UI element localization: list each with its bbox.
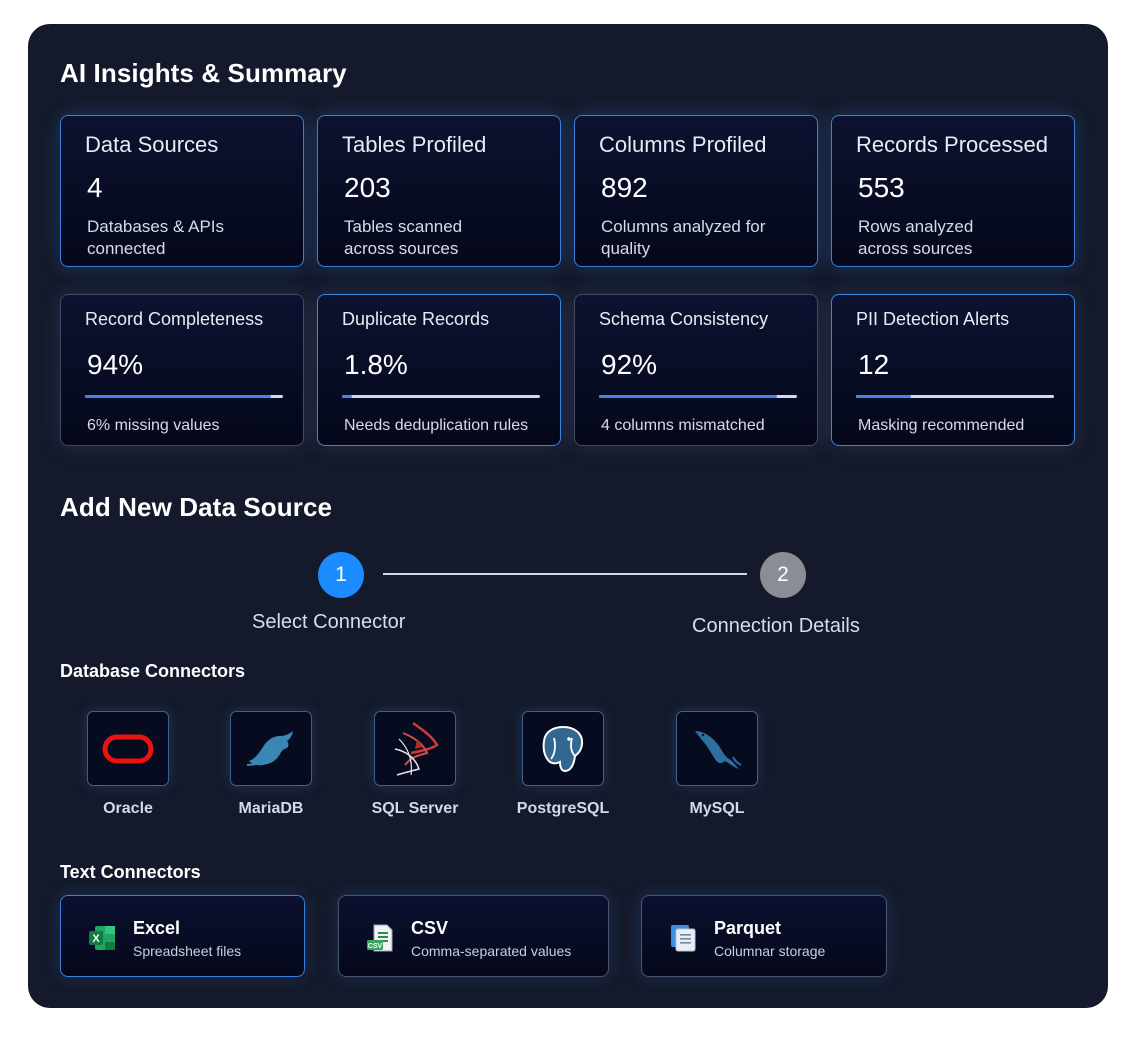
text-connector-name: CSV: [411, 918, 449, 938]
progress-bar: [342, 395, 540, 398]
mariadb-icon: [246, 730, 293, 766]
progress-fill: [85, 395, 272, 398]
text-connector-name: Excel: [133, 918, 181, 938]
metric-title: Schema Consistency: [599, 309, 769, 329]
stat-value: 203: [344, 172, 391, 203]
database-connectors-heading: Database Connectors: [60, 661, 246, 681]
connector-label-sql-server: SQL Server: [371, 800, 459, 817]
metric-card-duplicate-records: Duplicate Records 1.8% Needs deduplicati…: [317, 294, 561, 446]
progress-bar: [856, 395, 1054, 398]
step-2-circle[interactable]: 2: [760, 552, 806, 598]
connector-mysql[interactable]: [676, 711, 758, 786]
progress-fill: [342, 395, 352, 398]
stat-title: Data Sources: [85, 132, 219, 157]
connector-label-postgresql: PostgreSQL: [516, 800, 610, 817]
section-title-insights: AI Insights & Summary: [60, 58, 347, 88]
oracle-icon: [102, 734, 154, 763]
svg-text:CSV: CSV: [368, 943, 383, 950]
progress-bar: [85, 395, 283, 398]
stat-card-tables-profiled: Tables Profiled 203 Tables scanned acros…: [317, 115, 561, 267]
metric-card-schema-consistency: Schema Consistency 92% 4 columns mismatc…: [574, 294, 818, 446]
text-connector-desc: Columnar storage: [714, 943, 826, 959]
stat-title: Tables Profiled: [342, 132, 487, 157]
metric-desc: 4 columns mismatched: [601, 417, 765, 434]
sql-server-icon: [394, 721, 439, 776]
step-2-label: Connection Details: [692, 615, 860, 637]
progress-bar: [599, 395, 797, 398]
metric-desc: Masking recommended: [858, 417, 1025, 434]
metric-value: 92%: [601, 349, 658, 380]
parquet-icon: [671, 925, 696, 952]
stat-desc: Rows analyzed across sources: [858, 217, 974, 258]
text-connector-name: Parquet: [714, 918, 782, 938]
metric-title: PII Detection Alerts: [856, 309, 1010, 329]
connector-mariadb[interactable]: [230, 711, 312, 786]
connector-postgresql[interactable]: [522, 711, 604, 786]
stat-value: 892: [601, 172, 648, 203]
text-connector-desc: Comma-separated values: [411, 943, 572, 959]
metric-value: 94%: [87, 349, 144, 380]
metric-value: 12: [858, 349, 890, 380]
step-1-circle[interactable]: 1: [318, 552, 364, 598]
connector-oracle[interactable]: [87, 711, 169, 786]
connector-label-mariadb: MariaDB: [238, 800, 304, 817]
stat-value: 553: [858, 172, 905, 203]
insights-panel: AI Insights & Summary Data Sources 4 Dat…: [28, 24, 1108, 1008]
text-connector-parquet[interactable]: Parquet Columnar storage: [641, 895, 887, 977]
csv-icon: CSV: [367, 924, 393, 952]
section-title-add-source: Add New Data Source: [60, 492, 333, 522]
step-connector-line: [383, 573, 747, 575]
text-connector-desc: Spreadsheet files: [133, 943, 242, 959]
metric-desc: Needs deduplication rules: [344, 417, 529, 434]
metric-card-record-completeness: Record Completeness 94% 6% missing value…: [60, 294, 304, 446]
stat-desc: Columns analyzed for quality: [601, 217, 766, 258]
progress-fill: [599, 395, 778, 398]
metric-desc: 6% missing values: [87, 417, 220, 434]
connector-sql-server[interactable]: [374, 711, 456, 786]
stat-value: 4: [87, 172, 103, 203]
mysql-icon: [695, 730, 742, 769]
connector-label-oracle: Oracle: [103, 800, 153, 817]
metric-card-pii-alerts: PII Detection Alerts 12 Masking recommen…: [831, 294, 1075, 446]
text-connector-excel[interactable]: X Excel Spreadsheet files: [60, 895, 305, 977]
stat-desc: Databases & APIs connected: [87, 217, 225, 258]
postgresql-icon: [542, 725, 584, 772]
stat-card-data-sources: Data Sources 4 Databases & APIs connecte…: [60, 115, 304, 267]
stat-title: Records Processed: [856, 132, 1048, 157]
connector-label-mysql: MySQL: [689, 800, 745, 817]
svg-text:X: X: [92, 933, 100, 945]
stat-card-columns-profiled: Columns Profiled 892 Columns analyzed fo…: [574, 115, 818, 267]
metric-value: 1.8%: [344, 349, 408, 380]
step-1-label: Select Connector: [252, 611, 406, 633]
progress-fill: [856, 395, 912, 398]
text-connectors-heading: Text Connectors: [60, 862, 201, 882]
stat-title: Columns Profiled: [599, 132, 767, 157]
metric-title: Record Completeness: [85, 309, 264, 329]
text-connector-csv[interactable]: CSV CSV Comma-separated values: [338, 895, 609, 977]
stat-card-records-processed: Records Processed 553 Rows analyzed acro…: [831, 115, 1075, 267]
metric-title: Duplicate Records: [342, 309, 490, 329]
excel-icon: X: [89, 926, 115, 950]
stat-desc: Tables scanned across sources: [344, 217, 463, 258]
